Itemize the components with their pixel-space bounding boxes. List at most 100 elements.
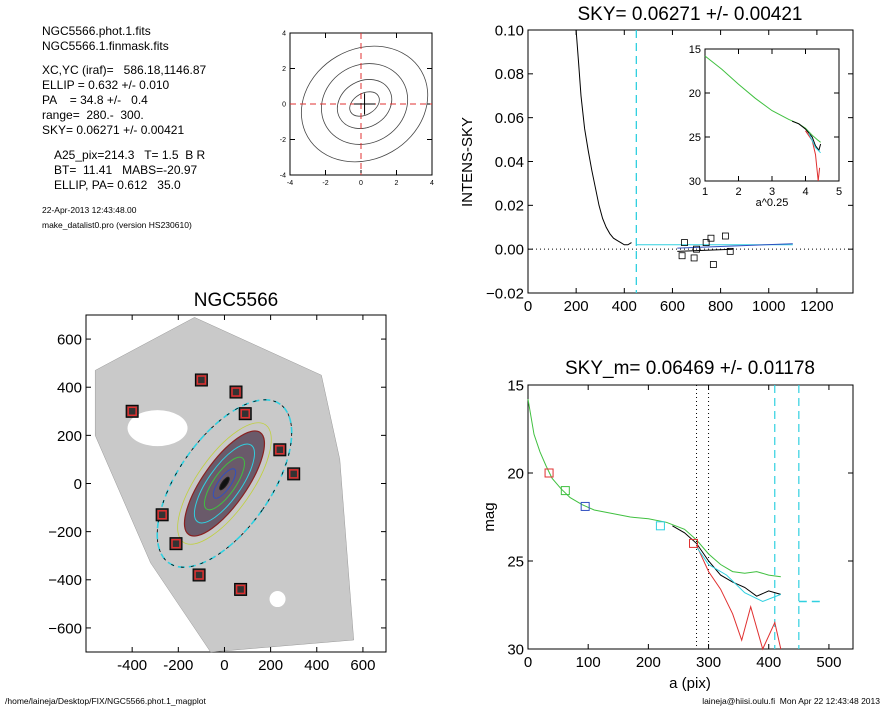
phot-a25: A25_pix=214.3 T= 1.5 B R [54,148,206,162]
mag-series-line [696,544,782,651]
sky-box-marker [681,239,688,246]
sky-x-tick-label: 800 [708,298,733,315]
inset-y-tick-label: 20 [689,88,701,100]
sky-box-marker [192,568,206,582]
sky-box-marker [196,375,207,385]
param-sky: SKY= 0.06271 +/- 0.00421 [42,123,185,137]
contour-x-tick-label: 0 [359,180,363,187]
contour-x-tick-label: 4 [430,180,434,187]
sky-ylabel: INTENS-SKY [459,117,476,207]
contour-level [349,91,380,117]
mag-x-tick-label: 300 [696,654,721,671]
image-title: NGC5566 [194,290,279,311]
run-date: 22-Apr-2013 12:43:48.00 [42,205,137,215]
program-version: make_datalist0.pro (version HS230610) [42,220,192,230]
sky-box-marker [194,373,208,387]
sky-box-marker [275,445,285,455]
phot-bt: BT= 11.41 MABS=-20.97 [54,163,198,177]
contour-x-tick-label: -2 [322,180,328,187]
sky-x-tick-label: 200 [564,298,589,315]
sky-box-marker [169,537,183,551]
mag-x-tick-label: 100 [576,654,601,671]
mag-x-tick-label: 400 [756,654,781,671]
isophote-ellipse [203,456,245,511]
isophote-ellipse [177,422,272,545]
mask-hole [269,591,286,608]
contour-x-tick-label: -4 [287,180,293,187]
mag-box-marker [689,538,699,548]
sky-box-marker [709,261,717,268]
mag-box-marker [580,501,590,511]
mag-box-marker [560,486,570,496]
mag-x-tick-label: 200 [636,654,661,671]
sky-box-marker [693,245,700,253]
mag-series-line [696,546,781,603]
contour-x-tick-label: 2 [395,180,399,187]
isophote-ellipse [212,468,237,499]
sky-box-marker [240,408,250,419]
sky-annulus-ellipse [156,399,293,568]
mag-panel: SKY_m= 0.06469 +/- 0.01178 a (pix) mag [481,358,854,692]
inset-x-tick-label: 3 [769,186,775,198]
sky-box-marker [155,508,169,522]
sky-segment-line [677,248,733,252]
inset-x-tick-label: 5 [836,186,842,198]
mag-y-tick-label: 20 [507,465,524,482]
inset-series-line [808,133,821,154]
sky-y-tick-label: 0.04 [495,154,524,171]
sky-x-tick-label: 400 [612,298,637,315]
file-name-1: NGC5566.phot.1.fits [42,24,151,38]
image-y-tick-label: 600 [57,331,82,348]
param-xcyc: XC,YC (iraf)= 586.18,1146.87 [42,63,207,77]
contour-y-tick-label: 2 [282,66,286,73]
mag-y-tick-label: 15 [507,377,524,394]
contour-y-tick-label: 0 [282,102,286,109]
param-range: range= 280.- 300. [42,108,144,122]
sky-box-marker [678,252,686,260]
inset-y-tick-label: 15 [689,44,701,56]
sky-x-tick-label: 0 [524,298,532,315]
mag-box-marker [655,521,665,531]
sky-panel: SKY= 0.06271 +/- 0.00421 INTENS-SKY a^0.… [459,4,854,294]
image-x-tick-label: 400 [304,657,329,674]
sky-box-marker [273,443,287,457]
contour-level [300,45,429,163]
sky-profile-line [575,29,632,246]
inset-x-tick-label: 4 [802,186,808,198]
contour-level [336,79,393,129]
sky-x-tick-label: 600 [660,298,685,315]
mag-series-line [672,525,781,597]
sky-y-tick-label: 0.10 [495,22,524,39]
mask-hole [127,410,188,447]
image-x-tick-label: 600 [350,657,375,674]
image-x-tick-label: 200 [258,657,283,674]
inset-series-line [805,130,821,182]
sky-x-tick-label: 1000 [752,298,785,315]
mag-title: SKY_m= 0.06469 +/- 0.01178 [565,358,815,379]
param-pa: PA = 34.8 +/- 0.4 [42,93,148,107]
mag-x-tick-label: 500 [816,654,841,671]
inset-series-line [704,55,821,143]
sky-box-marker [171,538,181,549]
sky-box-marker [726,247,734,255]
footer-user-date: laineja@hiisi.oulu.fi Mon Apr 22 12:43:4… [702,696,880,706]
isophote-ellipse [219,476,230,491]
image-y-tick-label: −600 [48,620,82,637]
sky-box-marker [125,404,139,418]
sky-y-tick-label: 0.00 [495,242,524,259]
sky-box-marker [690,254,698,262]
inset-y-tick-label: 30 [689,176,701,188]
sky-y-tick-label: 0.08 [495,66,524,83]
sky-y-tick-label: −0.02 [486,285,524,302]
contour-y-tick-label: -2 [280,137,286,144]
param-ellip: ELLIP = 0.632 +/- 0.010 [42,78,170,92]
sky-box-marker [157,510,167,520]
image-x-tick-label: -400 [117,657,147,674]
sky-box-marker [238,407,252,421]
image-y-tick-label: 400 [57,380,82,397]
image-x-tick-label: 0 [220,657,228,674]
sky-box-marker [229,385,243,399]
phot-ellip-pa: ELLIP, PA= 0.612 35.0 [54,178,181,192]
inset-xlabel: a^0.25 [756,197,789,209]
